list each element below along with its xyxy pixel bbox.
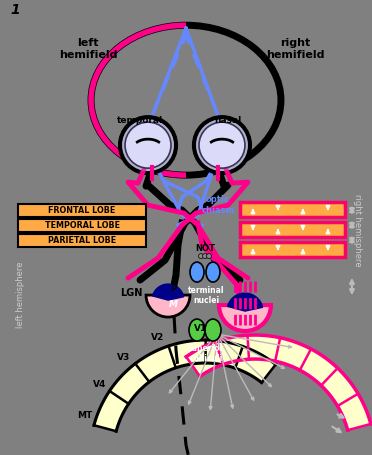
Text: FRONTAL LOBE: FRONTAL LOBE — [48, 206, 116, 215]
Text: TEMPORAL LOBE: TEMPORAL LOBE — [45, 221, 119, 230]
Text: 1: 1 — [10, 3, 20, 17]
Text: NOT: NOT — [195, 243, 215, 253]
Ellipse shape — [196, 119, 248, 171]
FancyBboxPatch shape — [18, 219, 146, 232]
Ellipse shape — [125, 122, 171, 168]
Text: right hemisphere: right hemisphere — [353, 194, 362, 267]
Ellipse shape — [189, 319, 205, 341]
FancyBboxPatch shape — [18, 204, 146, 217]
Text: optic
chiasm: optic chiasm — [201, 195, 235, 215]
FancyBboxPatch shape — [18, 234, 146, 247]
Text: M: M — [169, 299, 177, 308]
Text: nasal: nasal — [214, 116, 241, 125]
Text: LGN: LGN — [120, 288, 142, 298]
Circle shape — [199, 253, 203, 258]
Text: temporal: temporal — [117, 116, 163, 125]
Text: P: P — [170, 283, 176, 293]
Circle shape — [206, 253, 212, 258]
FancyBboxPatch shape — [240, 202, 345, 217]
Wedge shape — [219, 305, 271, 331]
Ellipse shape — [120, 117, 176, 173]
Ellipse shape — [122, 119, 174, 171]
Ellipse shape — [190, 262, 204, 282]
Text: V1: V1 — [194, 324, 207, 333]
Text: terminal
nuclei: terminal nuclei — [188, 286, 224, 305]
Ellipse shape — [199, 122, 245, 168]
Text: left hemisphere: left hemisphere — [16, 262, 25, 329]
Text: superior
colliculi: superior colliculi — [188, 344, 224, 364]
Text: V2: V2 — [151, 333, 164, 342]
Wedge shape — [153, 284, 184, 300]
FancyBboxPatch shape — [240, 222, 345, 237]
Text: V4: V4 — [93, 379, 106, 389]
Polygon shape — [94, 340, 276, 431]
Text: PARIETAL LOBE: PARIETAL LOBE — [48, 236, 116, 245]
Ellipse shape — [205, 319, 221, 341]
Text: right
hemifield: right hemifield — [266, 38, 324, 60]
Ellipse shape — [194, 117, 250, 173]
Wedge shape — [146, 295, 190, 317]
Wedge shape — [228, 293, 263, 311]
Circle shape — [202, 253, 208, 258]
Ellipse shape — [206, 262, 220, 282]
Polygon shape — [186, 335, 371, 430]
FancyBboxPatch shape — [240, 242, 345, 257]
Text: left
hemifield: left hemifield — [59, 38, 117, 60]
Text: MT: MT — [77, 411, 92, 420]
Text: V3: V3 — [117, 353, 130, 362]
